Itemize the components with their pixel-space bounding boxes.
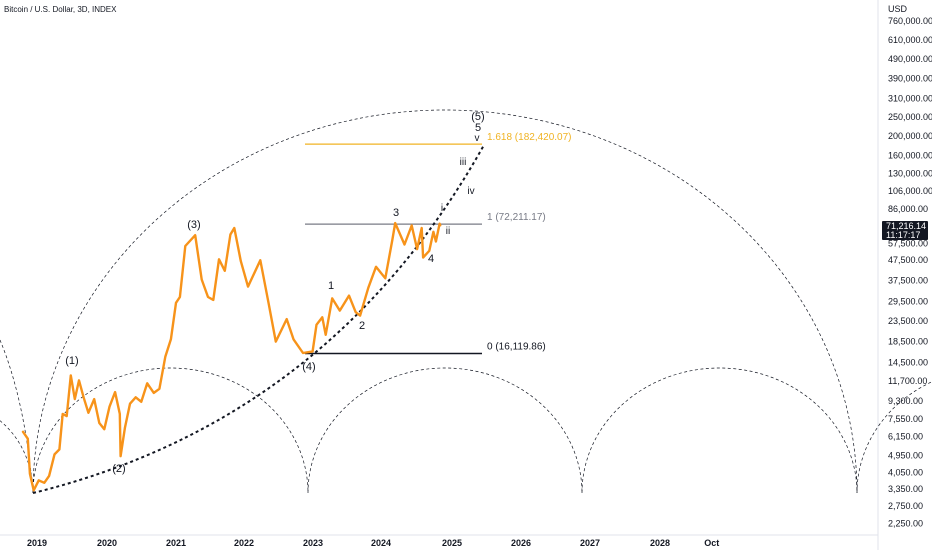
current-price-badge-bg [882, 221, 928, 240]
cycle-arc [32, 367, 309, 494]
price-tick: 23,500.00 [888, 316, 928, 326]
price-tick: 29,500.00 [888, 296, 928, 306]
cycle-arc [0, 339, 34, 494]
wave-label: 3 [393, 207, 399, 219]
price-tick: 86,000.00 [888, 204, 928, 214]
countdown: 11:17:17 [886, 230, 920, 240]
wave-label: 5 [475, 122, 481, 134]
price-tick: 14,500.00 [888, 358, 928, 368]
current-price: 71,216.14 [886, 221, 926, 231]
price-tick: 200,000.00 [888, 131, 932, 141]
chart-title: Bitcoin / U.S. Dollar, 3D, INDEX [4, 5, 117, 14]
price-tick: 760,000.00 [888, 16, 932, 26]
time-tick: 2024 [371, 538, 391, 548]
time-tick: Oct [704, 538, 719, 548]
time-tick: 2020 [97, 538, 117, 548]
wave-label: 4 [428, 253, 434, 265]
wave-label: (1) [65, 355, 78, 367]
fib-levels: 1.618 (182,420.07) 1 (72,211.17) 0 (16,119… [305, 132, 572, 355]
price-tick: 37,500.00 [888, 276, 928, 286]
price-tick: 4,050.00 [888, 468, 923, 478]
cycle-arc [581, 367, 858, 494]
time-tick: 2028 [650, 538, 670, 548]
price-tick: 57,500.00 [888, 239, 928, 249]
wave-label: (3) [187, 219, 200, 231]
time-tick: 2022 [234, 538, 254, 548]
price-tick: 106,000.00 [888, 186, 932, 196]
time-tick: 2021 [166, 538, 186, 548]
price-tick: 9,300.00 [888, 396, 923, 406]
price-axis-currency: USD [888, 4, 908, 14]
time-axis-ticks: 2019 2020 2021 2022 2023 2024 2025 2026 2027 2028… [27, 538, 719, 548]
price-tick: 47,500.00 [888, 255, 928, 265]
cycle-arc [307, 367, 583, 494]
wave-label: iv [467, 186, 474, 197]
cycle-arcs [0, 109, 932, 494]
price-tick: 610,000.00 [888, 35, 932, 45]
wave-label: i [441, 203, 443, 214]
time-tick: 2023 [303, 538, 323, 548]
price-tick: 6,150.00 [888, 432, 923, 442]
price-line [21, 221, 442, 492]
time-tick: 2026 [511, 538, 531, 548]
wave-label: 2 [359, 320, 365, 332]
wave-label: v [475, 133, 480, 144]
wave-label: iii [460, 157, 467, 168]
price-tick: 2,250.00 [888, 518, 923, 528]
cycle-arc [32, 109, 858, 494]
price-tick: 310,000.00 [888, 93, 932, 103]
wave-label: ii [446, 226, 450, 237]
price-tick: 130,000.00 [888, 168, 932, 178]
time-tick: 2025 [442, 538, 462, 548]
wave-label: (5) [471, 111, 484, 123]
support-curve [32, 144, 485, 494]
price-tick: 490,000.00 [888, 54, 932, 64]
price-tick: 160,000.00 [888, 150, 932, 160]
fib-label: 1 (72,211.17) [487, 212, 546, 223]
price-tick: 2,750.00 [888, 501, 923, 511]
price-tick: 390,000.00 [888, 74, 932, 84]
wave-label: (4) [302, 361, 315, 373]
cycle-arc [0, 420, 34, 494]
price-axis-ticks: 760,000.00 610,000.00 490,000.00 390,000.00… [888, 16, 932, 528]
fib-label: 0 (16,119.86) [487, 342, 546, 353]
wave-label: (2) [112, 463, 125, 475]
wave-label: 1 [328, 280, 334, 292]
price-tick: 18,500.00 [888, 337, 928, 347]
price-tick: 250,000.00 [888, 112, 932, 122]
time-tick: 2019 [27, 538, 47, 548]
price-tick: 11,700.00 [888, 376, 927, 386]
price-tick: 4,950.00 [888, 450, 923, 460]
current-price-badge: 71,216.14 11:17:17 [882, 221, 928, 240]
time-tick: 2027 [580, 538, 600, 548]
fib-label: 1.618 (182,420.07) [487, 132, 572, 143]
price-tick: 7,550.00 [888, 414, 923, 424]
price-tick: 3,350.00 [888, 484, 923, 494]
